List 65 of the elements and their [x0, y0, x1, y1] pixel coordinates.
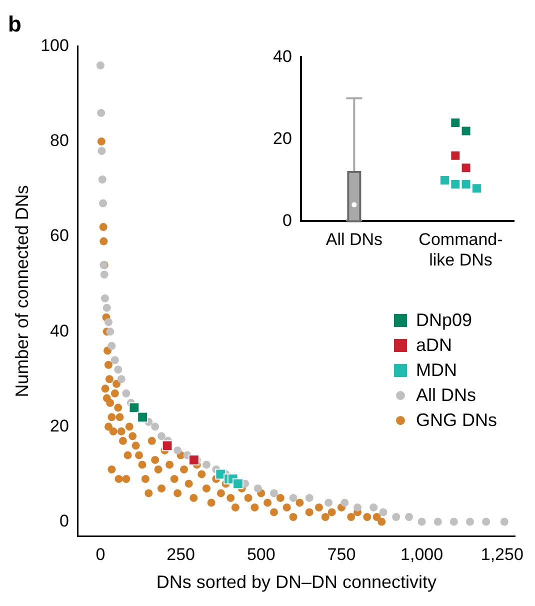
- point: [158, 432, 166, 440]
- x-tick-label: 500: [246, 544, 276, 564]
- point: [137, 412, 148, 423]
- point: [100, 294, 109, 302]
- y-tick-label: 0: [282, 210, 292, 230]
- legend-label: DNp09: [416, 309, 472, 332]
- y-tick-label: 0: [59, 511, 69, 530]
- point: [354, 503, 362, 512]
- y-tick-label: 100: [40, 36, 69, 56]
- y-tick-label: 40: [50, 321, 69, 340]
- point: [254, 484, 262, 492]
- point: [392, 512, 400, 521]
- point: [340, 498, 349, 507]
- x-tick-label: 1,000: [400, 544, 444, 564]
- y-axis-title: Number of connected DNs: [12, 185, 32, 398]
- point: [117, 375, 126, 384]
- point: [102, 304, 111, 312]
- point: [370, 503, 378, 512]
- legend-label: MDN: [416, 359, 457, 382]
- point: [100, 270, 108, 279]
- point: [466, 518, 474, 526]
- point: [104, 318, 112, 326]
- legend-label: All DNs: [416, 384, 476, 407]
- legend-label: GNG DNs: [416, 409, 497, 432]
- x-tick-label: 0: [96, 544, 106, 564]
- point: [174, 446, 182, 454]
- y-tick-label: 40: [272, 46, 292, 66]
- x-tick-label: 1,250: [480, 544, 524, 564]
- point: [434, 518, 442, 526]
- point: [97, 108, 106, 117]
- legend-label: aDN: [416, 334, 452, 357]
- x-tick-label: Command-like DNs: [418, 230, 503, 270]
- point: [232, 478, 244, 490]
- y-tick-label: 80: [50, 131, 69, 150]
- point: [404, 512, 413, 521]
- y-tick-label: 20: [272, 128, 292, 148]
- point: [202, 460, 211, 469]
- point: [99, 199, 108, 208]
- point: [128, 402, 140, 414]
- point: [379, 508, 388, 516]
- point: [500, 518, 508, 526]
- point: [188, 454, 200, 466]
- point: [114, 366, 122, 374]
- y-tick-label: 60: [50, 226, 69, 246]
- point: [122, 389, 130, 398]
- point: [450, 518, 458, 526]
- point: [289, 494, 298, 502]
- x-axis-title: DNs sorted by DN–DN connectivity: [156, 572, 437, 592]
- point: [106, 328, 114, 336]
- point: [270, 489, 278, 498]
- point: [418, 518, 426, 526]
- point: [110, 356, 119, 364]
- point: [324, 498, 333, 507]
- point: [98, 146, 106, 155]
- point: [162, 440, 173, 452]
- point: [108, 342, 116, 350]
- x-tick-label: 250: [166, 544, 195, 564]
- point: [96, 61, 104, 70]
- y-tick-label: 20: [50, 416, 69, 436]
- point: [482, 518, 490, 526]
- chart-title: b: [8, 11, 22, 36]
- x-tick-label: 750: [327, 544, 356, 564]
- point: [305, 494, 314, 502]
- point: [151, 422, 160, 431]
- point: [98, 175, 106, 184]
